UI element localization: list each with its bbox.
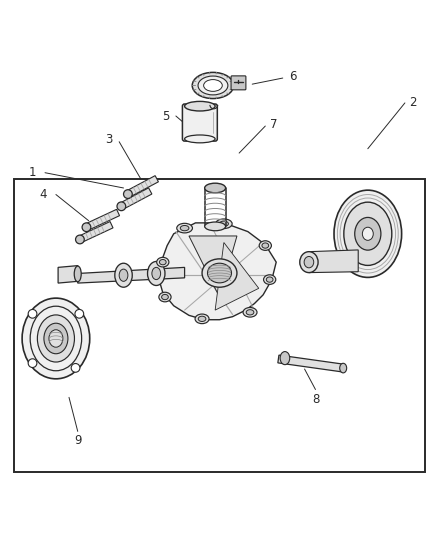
Polygon shape <box>120 188 152 209</box>
Ellipse shape <box>115 263 132 287</box>
Ellipse shape <box>266 277 272 282</box>
Polygon shape <box>78 222 113 243</box>
Text: 9: 9 <box>74 434 81 447</box>
Ellipse shape <box>159 260 166 265</box>
Ellipse shape <box>156 257 169 267</box>
Text: 7: 7 <box>269 118 276 131</box>
Ellipse shape <box>152 268 160 280</box>
Polygon shape <box>126 176 158 197</box>
Ellipse shape <box>361 227 372 240</box>
Text: 3: 3 <box>105 133 113 147</box>
Ellipse shape <box>243 308 256 317</box>
Ellipse shape <box>194 314 208 324</box>
Ellipse shape <box>123 190 132 198</box>
Text: 2: 2 <box>408 96 416 109</box>
Text: 6: 6 <box>289 70 296 83</box>
Ellipse shape <box>180 225 188 231</box>
Ellipse shape <box>161 294 168 300</box>
Ellipse shape <box>207 263 231 283</box>
Ellipse shape <box>159 292 171 302</box>
Ellipse shape <box>198 316 205 321</box>
Polygon shape <box>58 265 78 283</box>
Bar <box>14 179 424 472</box>
Ellipse shape <box>203 79 222 91</box>
Polygon shape <box>277 355 343 372</box>
Ellipse shape <box>258 241 271 251</box>
Polygon shape <box>158 223 276 320</box>
Ellipse shape <box>82 223 91 232</box>
Ellipse shape <box>204 183 225 193</box>
Ellipse shape <box>37 315 74 362</box>
Ellipse shape <box>343 202 391 265</box>
Ellipse shape <box>201 259 237 287</box>
Ellipse shape <box>119 269 127 281</box>
Text: 1: 1 <box>29 166 36 179</box>
Circle shape <box>28 359 37 368</box>
Ellipse shape <box>117 202 125 211</box>
Ellipse shape <box>204 222 225 231</box>
Ellipse shape <box>147 262 165 286</box>
Ellipse shape <box>184 101 215 111</box>
FancyBboxPatch shape <box>230 76 245 90</box>
Ellipse shape <box>75 235 84 244</box>
Circle shape <box>28 310 37 318</box>
Polygon shape <box>215 243 258 310</box>
Ellipse shape <box>279 352 289 365</box>
Ellipse shape <box>184 135 215 143</box>
Polygon shape <box>85 209 119 230</box>
Ellipse shape <box>219 221 228 227</box>
Ellipse shape <box>30 306 81 371</box>
Ellipse shape <box>49 330 63 347</box>
Ellipse shape <box>263 275 275 285</box>
Ellipse shape <box>22 298 89 379</box>
Ellipse shape <box>215 219 232 229</box>
Text: 4: 4 <box>39 188 47 201</box>
Ellipse shape <box>333 190 401 277</box>
Text: 5: 5 <box>162 109 169 123</box>
FancyBboxPatch shape <box>182 104 217 141</box>
Polygon shape <box>78 268 184 283</box>
Ellipse shape <box>246 310 253 315</box>
Ellipse shape <box>299 252 318 272</box>
Ellipse shape <box>177 223 192 233</box>
Ellipse shape <box>192 72 233 99</box>
Ellipse shape <box>261 243 268 248</box>
Circle shape <box>75 310 84 318</box>
Polygon shape <box>188 236 237 297</box>
Circle shape <box>71 364 80 372</box>
Ellipse shape <box>304 256 313 268</box>
Ellipse shape <box>74 266 81 282</box>
Ellipse shape <box>198 76 227 95</box>
Ellipse shape <box>339 364 346 373</box>
Text: 8: 8 <box>311 393 318 406</box>
Polygon shape <box>308 250 357 272</box>
Ellipse shape <box>354 217 380 250</box>
Ellipse shape <box>44 323 68 354</box>
